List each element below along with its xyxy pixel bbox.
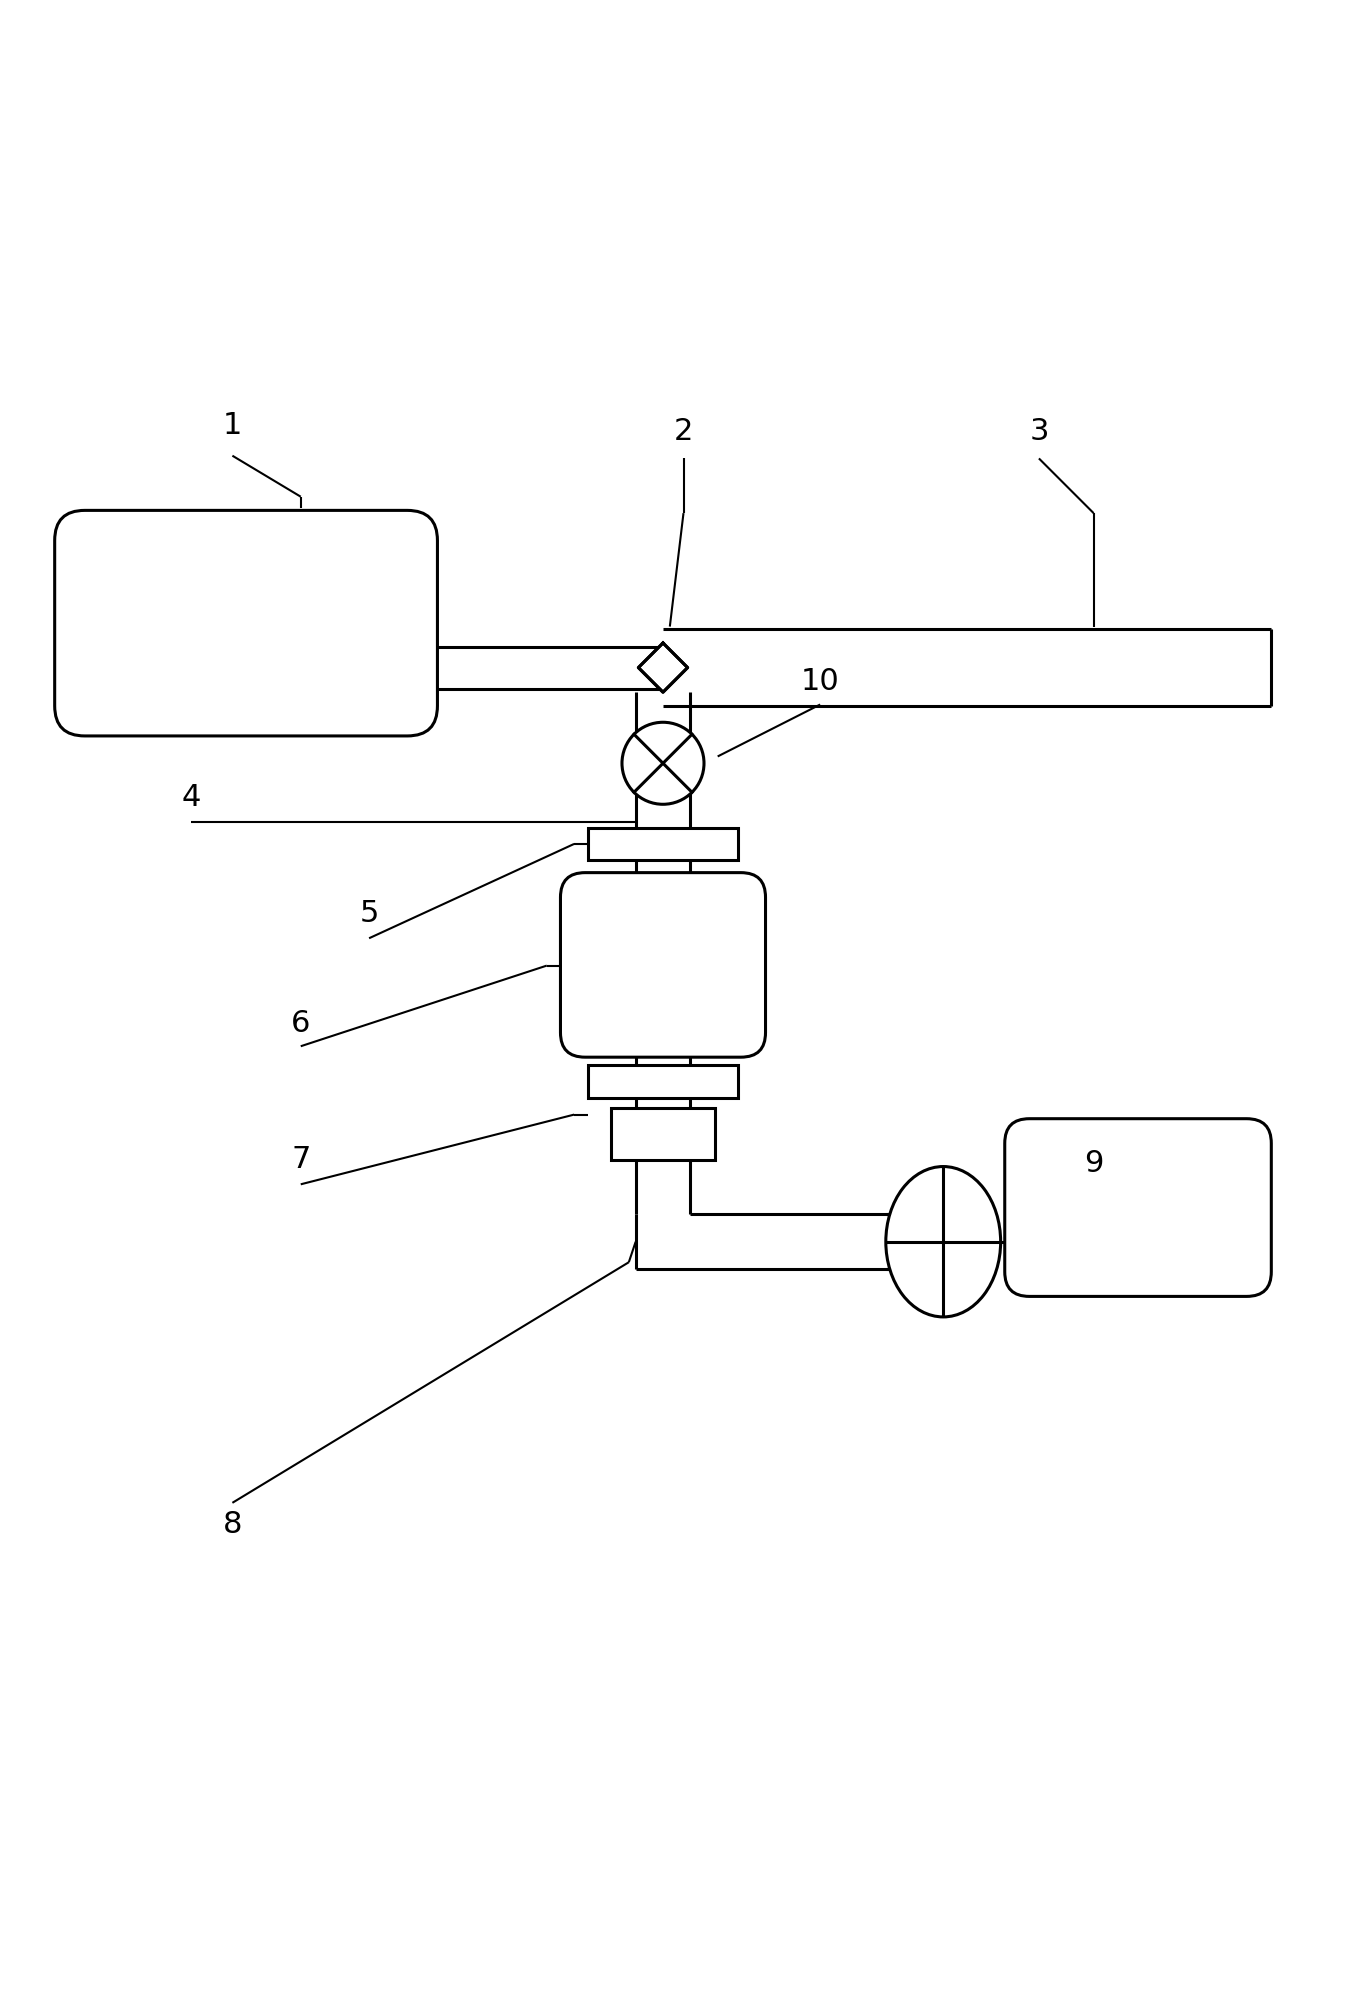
Text: 8: 8	[223, 1510, 242, 1540]
Ellipse shape	[886, 1167, 1001, 1317]
Text: 10: 10	[801, 668, 839, 696]
Text: 9: 9	[1084, 1149, 1103, 1179]
Bar	[588, 1065, 738, 1099]
Text: 5: 5	[360, 898, 379, 928]
Bar	[588, 828, 738, 860]
Text: 1: 1	[223, 411, 242, 441]
FancyBboxPatch shape	[55, 511, 437, 736]
Text: 3: 3	[1029, 417, 1048, 445]
Text: 7: 7	[291, 1145, 310, 1175]
Text: 4: 4	[182, 782, 201, 812]
Polygon shape	[638, 644, 688, 692]
Bar	[611, 1107, 715, 1159]
Text: 6: 6	[291, 1009, 310, 1037]
FancyBboxPatch shape	[560, 872, 766, 1057]
Text: 2: 2	[674, 417, 693, 445]
FancyBboxPatch shape	[1005, 1119, 1271, 1297]
Circle shape	[622, 722, 704, 804]
